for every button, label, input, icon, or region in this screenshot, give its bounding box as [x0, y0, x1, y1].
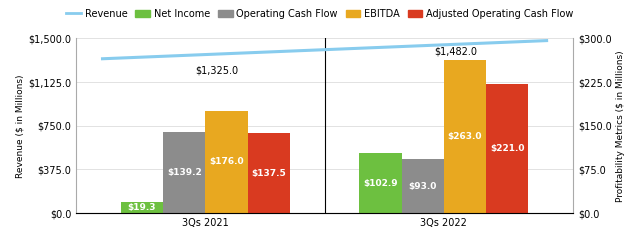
Bar: [121, 202, 163, 213]
Y-axis label: Revenue ($ in Millions): Revenue ($ in Millions): [15, 74, 24, 178]
Text: $102.9: $102.9: [363, 179, 398, 188]
Y-axis label: Profitability Metrics ($ in Millions): Profitability Metrics ($ in Millions): [616, 50, 625, 202]
Text: $176.0: $176.0: [209, 157, 244, 166]
Bar: [163, 132, 205, 213]
Legend: Revenue, Net Income, Operating Cash Flow, EBITDA, Adjusted Operating Cash Flow: Revenue, Net Income, Operating Cash Flow…: [63, 5, 577, 23]
Text: $93.0: $93.0: [408, 182, 437, 191]
Text: $1,482.0: $1,482.0: [434, 47, 477, 57]
Text: $263.0: $263.0: [447, 132, 482, 141]
Bar: [359, 153, 401, 213]
Text: $137.5: $137.5: [252, 169, 286, 178]
Bar: [248, 133, 290, 213]
Bar: [401, 159, 444, 213]
Bar: [444, 60, 486, 213]
Text: $221.0: $221.0: [490, 144, 524, 153]
Text: $139.2: $139.2: [167, 168, 202, 177]
Text: $19.3: $19.3: [128, 203, 156, 212]
Bar: [486, 85, 528, 213]
Text: $1,325.0: $1,325.0: [195, 65, 239, 75]
Bar: [205, 111, 248, 213]
